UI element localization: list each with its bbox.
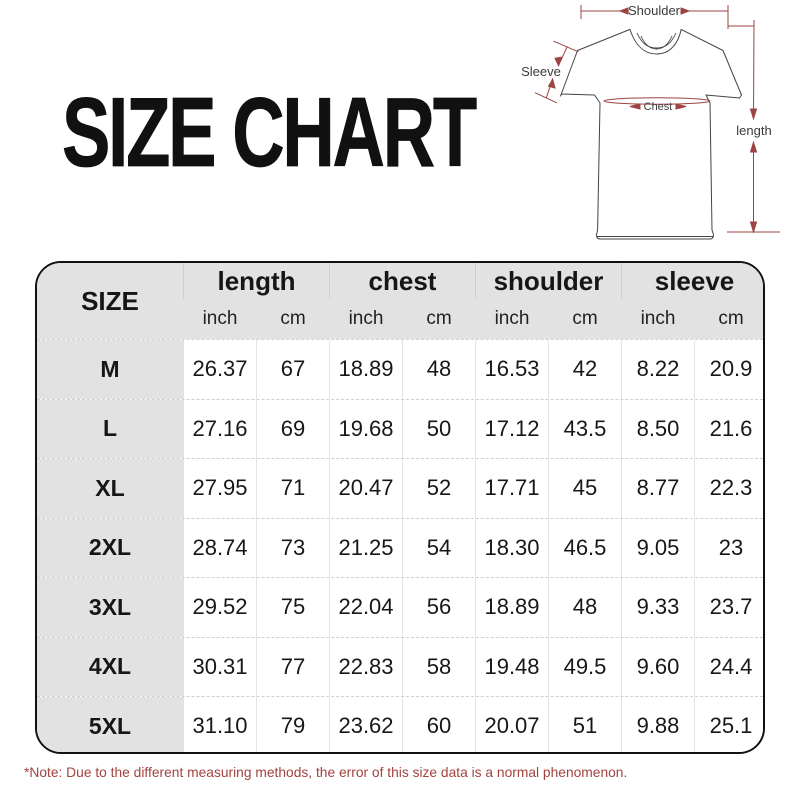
svg-text:Shoulder: Shoulder xyxy=(628,3,681,18)
svg-text:Chest: Chest xyxy=(644,101,673,113)
svg-text:length: length xyxy=(736,123,771,138)
svg-text:Sleeve: Sleeve xyxy=(521,64,561,79)
